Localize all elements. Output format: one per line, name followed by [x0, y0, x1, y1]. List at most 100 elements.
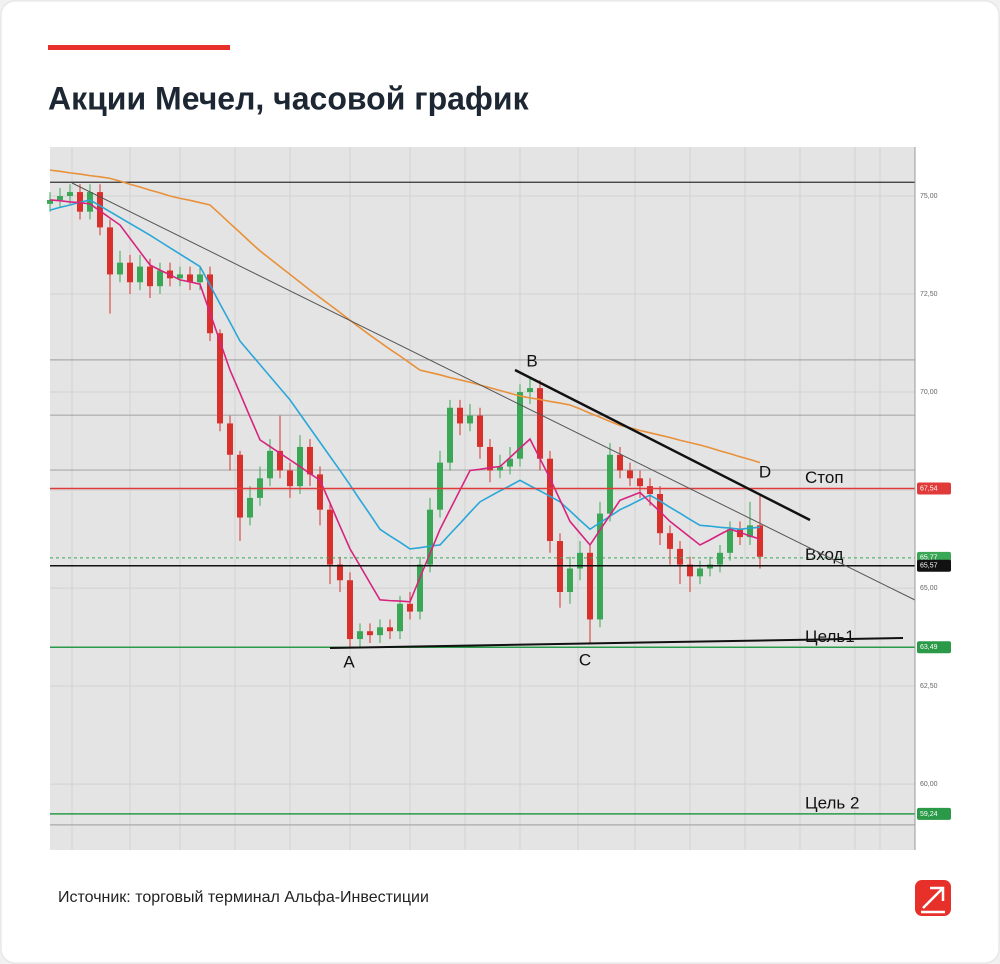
level-name: Цель 2 [805, 793, 859, 812]
moving-average [49, 199, 761, 603]
price-badge-label: 59,24 [920, 811, 938, 818]
trend-line [71, 182, 916, 601]
title: Акции Мечел, часовой график [48, 80, 530, 116]
candle-body [237, 454, 243, 518]
price-badge [917, 482, 951, 495]
candle-body [267, 450, 273, 479]
candle-body [747, 525, 753, 538]
candle-body [507, 458, 513, 467]
candle-body [667, 533, 673, 549]
candle-body [577, 552, 583, 569]
candle-body [587, 552, 593, 620]
candle-body [207, 274, 213, 334]
candle-body [97, 192, 103, 228]
y-tick-label: 70,00 [920, 389, 938, 396]
candle-body [147, 266, 153, 287]
candle-body [117, 262, 123, 275]
plot: 60,0062,5065,0067,5070,0072,5075,0067,54… [47, 169, 951, 826]
candle-body [437, 462, 443, 510]
price-badge-label: 65,57 [920, 563, 938, 570]
price-badge-label: 63,49 [920, 644, 938, 651]
candle-body [557, 541, 563, 593]
price-badge-label: 67,54 [920, 485, 938, 492]
candle-body [497, 466, 503, 471]
candle-body [567, 568, 573, 593]
candle-body [457, 407, 463, 424]
price-badge [917, 807, 951, 820]
annotation: D [759, 462, 771, 481]
candle-body [177, 274, 183, 279]
candle-body [717, 552, 723, 565]
candle-body [367, 631, 373, 636]
y-tick-label: 62,50 [920, 683, 938, 690]
candle-body [137, 266, 143, 283]
v-grid [50, 147, 915, 850]
plot-bg [50, 147, 915, 850]
annotation: B [526, 351, 537, 370]
level-name: Стоп [805, 468, 844, 487]
candle-body [287, 470, 293, 487]
candle-body [487, 446, 493, 471]
candle-body [707, 564, 713, 569]
candle-body [337, 564, 343, 581]
candle-body [677, 548, 683, 565]
price-badge [917, 559, 951, 572]
candle-body [537, 388, 543, 459]
candle-body [277, 450, 283, 471]
candle-body [327, 509, 333, 565]
candle-body [157, 270, 163, 287]
candle-body [447, 407, 453, 463]
candle-body [357, 631, 363, 640]
candle-body [377, 627, 383, 636]
candle-body [627, 470, 633, 479]
candle-body [477, 415, 483, 447]
candle-body [697, 568, 703, 577]
candle-body [347, 580, 353, 640]
price-badge [917, 641, 951, 654]
candle-body [127, 262, 133, 283]
candle-body [467, 415, 473, 424]
candle-body [387, 627, 393, 632]
candle-body [547, 458, 553, 542]
candle-body [427, 509, 433, 565]
support-line [329, 637, 904, 649]
candle-body [397, 603, 403, 632]
y-tick-label: 72,50 [920, 291, 938, 298]
candle-body [247, 497, 253, 518]
candle-body [607, 454, 613, 514]
candle-body [197, 274, 203, 283]
candle-body [217, 333, 223, 424]
candle-body [407, 603, 413, 612]
candle-body [617, 454, 623, 471]
candle-body [687, 564, 693, 577]
moving-average [49, 169, 761, 464]
annotation: A [343, 652, 355, 671]
candle-body [637, 478, 643, 487]
candle-body [597, 513, 603, 620]
candle-body [227, 423, 233, 455]
candle-body [87, 192, 93, 212]
candle-body [757, 525, 763, 557]
candle-body [647, 486, 653, 494]
candle-body [527, 388, 533, 393]
candle-body [657, 493, 663, 534]
price-badge-label: 65,77 [920, 555, 938, 562]
y-tick-label: 65,00 [920, 585, 938, 592]
logo-mark [921, 886, 945, 914]
candle-body [317, 474, 323, 510]
candle-body [187, 274, 193, 283]
accent-bar [48, 45, 230, 50]
candle-body [417, 564, 423, 612]
candle-body [47, 199, 53, 204]
resistance-line [514, 368, 811, 522]
source: Источник: торговый терминал Альфа-Инвест… [58, 889, 429, 906]
moving-average [49, 199, 761, 550]
y-tick-label: 75,00 [920, 193, 938, 200]
annotation: C [579, 650, 591, 669]
level-name: Цель1 [805, 627, 855, 646]
candle-body [107, 227, 113, 275]
candle-body [517, 392, 523, 459]
candle-body [67, 192, 73, 197]
